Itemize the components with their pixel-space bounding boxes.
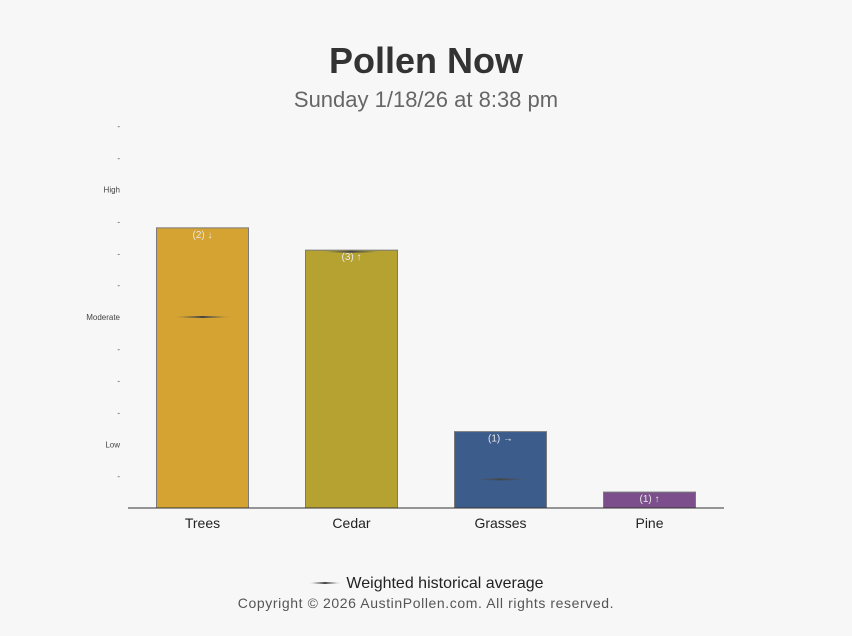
x-tick-label: Grasses	[474, 515, 526, 531]
y-tick-label: -	[117, 281, 120, 290]
copyright-text: Copyright © 2026 AustinPollen.com. All r…	[237, 595, 615, 611]
y-tick-label: -	[117, 472, 120, 481]
bar-label-pine: (1) ↑	[640, 494, 660, 505]
legend: Weighted historical average	[0, 575, 852, 593]
legend-label: Weighted historical average	[346, 575, 544, 592]
bar-label-trees: (2) ↓	[193, 230, 213, 241]
historical-average-marker-cedar	[321, 250, 382, 253]
y-tick-label: -	[117, 122, 120, 131]
y-tick-label: -	[117, 409, 120, 418]
historical-average-marker-grasses	[470, 478, 531, 481]
bar-cedar	[305, 249, 398, 509]
bar-trees	[156, 227, 249, 509]
bar-label-cedar: (3) ↑	[342, 252, 362, 263]
y-tick-label: -	[117, 249, 120, 258]
x-axis-labels: Trees Cedar Grasses Pine	[185, 515, 664, 531]
y-tick-label: Low	[105, 440, 120, 449]
y-tick-label: -	[117, 345, 120, 354]
y-tick-label: High	[104, 186, 120, 195]
y-tick-label: -	[117, 218, 120, 227]
chart-title: Pollen Now	[328, 40, 523, 81]
y-axis: - Low - - - Moderate - - - High - -	[86, 122, 120, 481]
historical-average-marker-trees	[172, 316, 233, 318]
bar-label-grasses: (1) →	[488, 434, 513, 445]
x-tick-label: Pine	[635, 515, 663, 531]
x-tick-label: Trees	[185, 515, 220, 531]
chart-subtitle: Sunday 1/18/26 at 8:38 pm	[293, 87, 559, 112]
bars: (2) ↓ (3) ↑ (1) → (1) ↑	[156, 227, 696, 509]
y-tick-label: Moderate	[86, 313, 120, 322]
y-tick-label: -	[117, 154, 120, 163]
y-tick-label: -	[117, 377, 120, 386]
historical-average-swatch	[308, 581, 343, 584]
x-tick-label: Cedar	[332, 515, 370, 531]
